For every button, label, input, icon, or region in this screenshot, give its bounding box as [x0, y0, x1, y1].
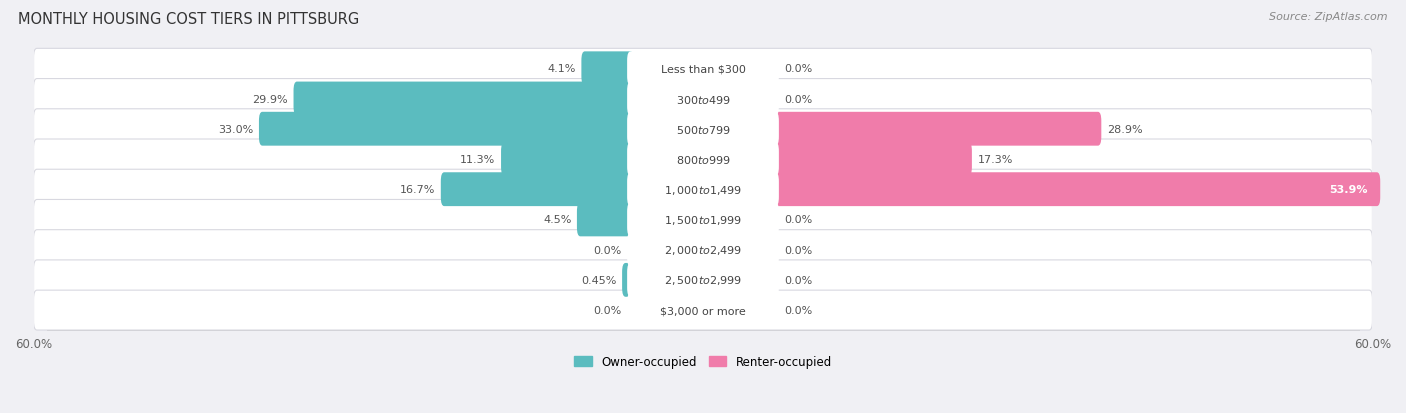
- Text: $300 to $499: $300 to $499: [675, 93, 731, 105]
- Text: 33.0%: 33.0%: [218, 124, 253, 134]
- FancyBboxPatch shape: [627, 233, 779, 267]
- Text: 53.9%: 53.9%: [1330, 185, 1368, 195]
- FancyBboxPatch shape: [627, 294, 779, 327]
- FancyBboxPatch shape: [34, 200, 1372, 240]
- Text: $800 to $999: $800 to $999: [675, 154, 731, 166]
- FancyBboxPatch shape: [259, 112, 634, 146]
- FancyBboxPatch shape: [34, 230, 1372, 270]
- Text: 0.45%: 0.45%: [581, 275, 616, 285]
- Text: $500 to $799: $500 to $799: [675, 123, 731, 135]
- FancyBboxPatch shape: [627, 263, 779, 297]
- FancyBboxPatch shape: [576, 203, 634, 237]
- Text: 17.3%: 17.3%: [977, 154, 1012, 164]
- Text: $1,500 to $1,999: $1,500 to $1,999: [664, 214, 742, 226]
- Text: 0.0%: 0.0%: [593, 245, 621, 255]
- Text: $2,000 to $2,499: $2,000 to $2,499: [664, 244, 742, 256]
- FancyBboxPatch shape: [772, 112, 1101, 146]
- FancyBboxPatch shape: [501, 142, 634, 176]
- Text: 16.7%: 16.7%: [399, 185, 436, 195]
- Text: 0.0%: 0.0%: [785, 94, 813, 104]
- FancyBboxPatch shape: [627, 173, 779, 206]
- Text: $3,000 or more: $3,000 or more: [661, 305, 745, 315]
- FancyBboxPatch shape: [34, 49, 1372, 89]
- Text: 0.0%: 0.0%: [593, 305, 621, 315]
- Text: $1,000 to $1,499: $1,000 to $1,499: [664, 183, 742, 196]
- Text: 0.0%: 0.0%: [785, 215, 813, 225]
- Text: 0.0%: 0.0%: [785, 64, 813, 74]
- FancyBboxPatch shape: [34, 260, 1372, 300]
- Text: Less than $300: Less than $300: [661, 64, 745, 74]
- Legend: Owner-occupied, Renter-occupied: Owner-occupied, Renter-occupied: [574, 355, 832, 368]
- FancyBboxPatch shape: [34, 79, 1372, 119]
- Text: 11.3%: 11.3%: [460, 154, 495, 164]
- Text: 0.0%: 0.0%: [785, 305, 813, 315]
- FancyBboxPatch shape: [627, 52, 779, 86]
- Text: MONTHLY HOUSING COST TIERS IN PITTSBURG: MONTHLY HOUSING COST TIERS IN PITTSBURG: [18, 12, 360, 27]
- Text: 0.0%: 0.0%: [785, 275, 813, 285]
- Text: 0.0%: 0.0%: [785, 245, 813, 255]
- FancyBboxPatch shape: [34, 109, 1372, 150]
- FancyBboxPatch shape: [441, 173, 634, 206]
- Text: 29.9%: 29.9%: [252, 94, 288, 104]
- Text: Source: ZipAtlas.com: Source: ZipAtlas.com: [1270, 12, 1388, 22]
- FancyBboxPatch shape: [627, 112, 779, 146]
- FancyBboxPatch shape: [627, 82, 779, 116]
- FancyBboxPatch shape: [34, 140, 1372, 180]
- FancyBboxPatch shape: [772, 173, 1381, 206]
- FancyBboxPatch shape: [34, 290, 1372, 330]
- FancyBboxPatch shape: [627, 203, 779, 237]
- FancyBboxPatch shape: [582, 52, 634, 86]
- FancyBboxPatch shape: [621, 263, 634, 297]
- FancyBboxPatch shape: [294, 82, 634, 116]
- FancyBboxPatch shape: [772, 142, 972, 176]
- Text: 4.5%: 4.5%: [543, 215, 571, 225]
- Text: 4.1%: 4.1%: [547, 64, 576, 74]
- Text: $2,500 to $2,999: $2,500 to $2,999: [664, 274, 742, 287]
- Text: 28.9%: 28.9%: [1107, 124, 1143, 134]
- FancyBboxPatch shape: [627, 142, 779, 176]
- FancyBboxPatch shape: [34, 170, 1372, 210]
